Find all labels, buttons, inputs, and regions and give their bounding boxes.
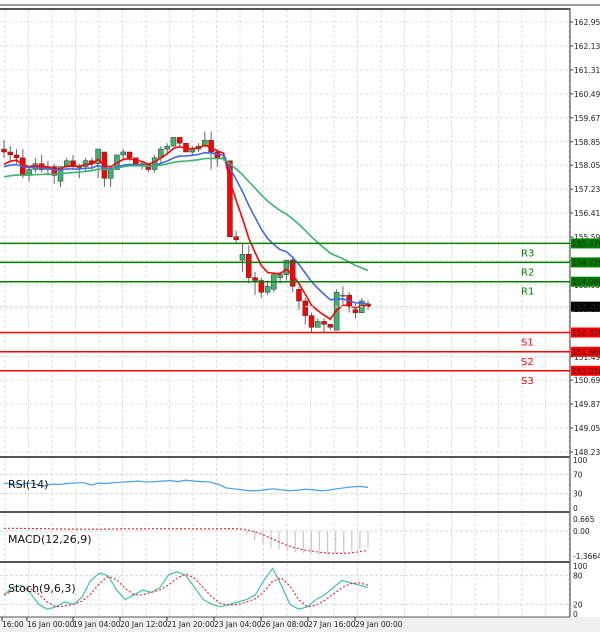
svg-text:R2: R2 <box>521 267 534 278</box>
moving-averages <box>3 144 369 321</box>
svg-text:29 Jan 00:00: 29 Jan 00:00 <box>355 620 403 629</box>
svg-text:152.320: 152.320 <box>572 329 600 338</box>
macd-label: MACD(12,26,9) <box>8 533 92 546</box>
svg-text:R1: R1 <box>521 287 534 298</box>
svg-text:149.870: 149.870 <box>574 400 600 409</box>
svg-text:20: 20 <box>573 600 583 609</box>
svg-text:30: 30 <box>573 490 583 499</box>
svg-text:80: 80 <box>573 572 583 581</box>
svg-text:162.130: 162.130 <box>574 42 600 51</box>
svg-text:16:00: 16:00 <box>2 620 24 629</box>
svg-text:70: 70 <box>573 470 583 479</box>
svg-text:162.950: 162.950 <box>574 18 600 27</box>
svg-text:100: 100 <box>573 562 588 571</box>
svg-text:159.670: 159.670 <box>574 114 600 123</box>
current-price-label: 153.205 <box>572 303 600 312</box>
macd-signal-line <box>4 527 369 554</box>
svg-text:20 Jan 12:00: 20 Jan 12:00 <box>120 620 168 629</box>
svg-text:23 Jan 04:00: 23 Jan 04:00 <box>214 620 262 629</box>
svg-text:161.310: 161.310 <box>574 66 600 75</box>
svg-text:21 Jan 20:00: 21 Jan 20:00 <box>167 620 215 629</box>
svg-text:S1: S1 <box>521 338 534 349</box>
rsi-line <box>3 479 369 492</box>
svg-text:S2: S2 <box>521 357 534 368</box>
svg-text:148.230: 148.230 <box>574 448 600 457</box>
svg-text:160.490: 160.490 <box>574 90 600 99</box>
svg-text:19 Jan 04:00: 19 Jan 04:00 <box>73 620 121 629</box>
grid <box>0 10 570 617</box>
stoch-main-line <box>3 567 369 610</box>
svg-text:158.850: 158.850 <box>574 138 600 147</box>
svg-text:0.00: 0.00 <box>573 527 590 536</box>
svg-text:151.490: 151.490 <box>574 353 600 362</box>
svg-text:0: 0 <box>573 610 578 619</box>
svg-text:154.060: 154.060 <box>572 278 600 287</box>
svg-text:100: 100 <box>573 456 588 465</box>
svg-text:150.690: 150.690 <box>574 376 600 385</box>
svg-text:155.370: 155.370 <box>572 239 600 248</box>
svg-text:151.010: 151.010 <box>572 367 600 376</box>
rsi-label: RSI(14) <box>8 478 48 491</box>
svg-text:-1.3664: -1.3664 <box>573 552 600 561</box>
svg-text:155.590: 155.590 <box>574 233 600 242</box>
svg-text:27 Jan 16:00: 27 Jan 16:00 <box>308 620 356 629</box>
svg-text:0: 0 <box>573 504 578 513</box>
svg-text:0.665: 0.665 <box>573 515 595 524</box>
stoch-label: Stoch(9,6,3) <box>8 582 76 595</box>
svg-text:154.720: 154.720 <box>572 258 600 267</box>
svg-text:16 Jan 00:00: 16 Jan 00:00 <box>27 620 75 629</box>
svg-text:R3: R3 <box>521 248 534 259</box>
svg-text:156.410: 156.410 <box>574 209 600 218</box>
svg-text:26 Jan 08:00: 26 Jan 08:00 <box>261 620 309 629</box>
svg-text:157.230: 157.230 <box>574 185 600 194</box>
svg-text:S3: S3 <box>521 376 534 387</box>
svg-text:149.050: 149.050 <box>574 424 600 433</box>
svg-text:151.660: 151.660 <box>572 348 600 357</box>
pivot-levels: R3 155.370 R2 154.720 R1 154.060 S1 152.320 S2 15… <box>0 238 600 387</box>
svg-text:158.050: 158.050 <box>574 161 600 170</box>
